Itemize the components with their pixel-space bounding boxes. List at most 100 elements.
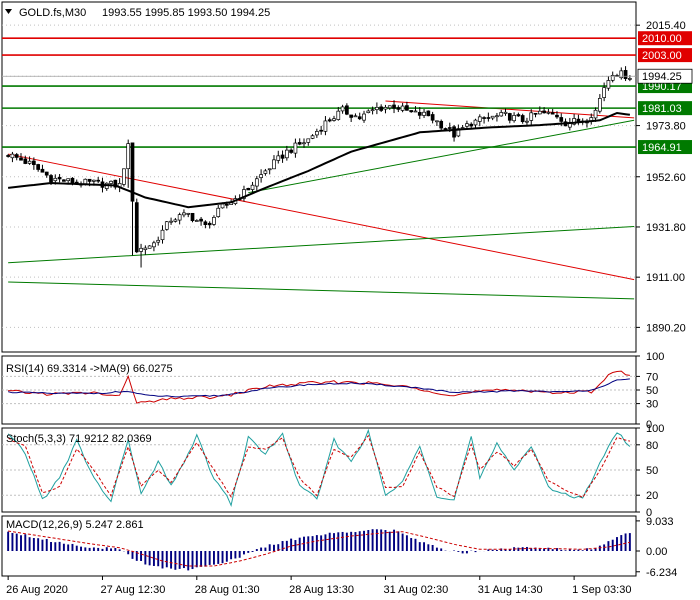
candle-body xyxy=(169,220,173,223)
price-tick-label: 2015.40 xyxy=(646,20,686,32)
indicator-line xyxy=(7,378,630,398)
level-tag-box xyxy=(638,140,692,155)
candle xyxy=(246,187,251,191)
candle-body xyxy=(465,123,469,127)
candle-body xyxy=(147,245,152,249)
candle-body xyxy=(40,168,45,173)
candle xyxy=(310,134,315,140)
candle xyxy=(259,169,263,183)
chevron-down-icon[interactable] xyxy=(5,9,12,14)
indicator-tick-label: 100 xyxy=(646,423,664,435)
time-tick-label: 31 Aug 02:30 xyxy=(383,584,448,596)
candle-body xyxy=(6,155,10,157)
candle xyxy=(477,114,482,127)
candle-body xyxy=(160,229,165,241)
level-tag-box xyxy=(638,48,692,63)
candle-body xyxy=(297,142,302,145)
candle-body xyxy=(293,142,298,154)
candle xyxy=(542,107,546,114)
candle-body xyxy=(379,106,384,111)
candle-body xyxy=(353,115,358,118)
macd-signal-line xyxy=(8,530,631,567)
candle xyxy=(147,245,152,249)
candle xyxy=(383,104,388,114)
candle-body xyxy=(422,111,426,116)
candle-body xyxy=(550,112,555,115)
candle xyxy=(293,138,298,158)
candle-body xyxy=(182,212,186,216)
candle-body xyxy=(242,189,246,199)
candle-body xyxy=(272,159,276,170)
time-tick-label: 28 Aug 13:30 xyxy=(289,584,354,596)
candle xyxy=(340,104,345,114)
price-axis: 2015.40 1973.80 1952.60 1931.80 1911.00 1890.… xyxy=(636,20,686,334)
candle-body xyxy=(14,154,19,158)
trendline xyxy=(8,225,635,264)
candle-body xyxy=(327,119,332,122)
candle xyxy=(379,104,384,113)
candle xyxy=(289,148,293,154)
candle xyxy=(332,115,336,122)
candle xyxy=(422,108,426,119)
candle-body xyxy=(36,164,41,170)
candle-body xyxy=(156,239,161,243)
candle-body xyxy=(302,142,306,145)
candle-body xyxy=(473,119,478,126)
candle-body xyxy=(443,128,448,130)
candle-body xyxy=(383,106,388,110)
candle xyxy=(486,112,491,122)
candle-body xyxy=(366,110,371,113)
candle xyxy=(405,101,409,111)
candle xyxy=(207,221,212,229)
candle-body xyxy=(109,180,113,184)
candle-body xyxy=(284,149,289,159)
candle xyxy=(602,82,606,102)
candle-body xyxy=(332,118,336,121)
candle xyxy=(430,111,435,124)
candle xyxy=(40,164,45,173)
candle xyxy=(533,112,538,118)
candle xyxy=(473,118,478,129)
price-tick-label: 1931.80 xyxy=(646,222,686,234)
candle xyxy=(610,71,615,83)
candle xyxy=(413,106,418,113)
candle-body xyxy=(486,117,491,119)
candle xyxy=(375,102,379,115)
moving-average-path xyxy=(7,111,631,209)
candle xyxy=(134,198,139,254)
candle-body xyxy=(340,106,345,112)
candle-body xyxy=(194,220,199,222)
trendline xyxy=(248,119,635,194)
macd-frame xyxy=(1,515,637,577)
candle-body xyxy=(456,128,461,137)
candle-body xyxy=(409,110,414,113)
candle xyxy=(126,139,131,188)
candle xyxy=(19,153,23,161)
stochastic-panel: 100 80 50 20 0 xyxy=(2,423,664,519)
candle-body xyxy=(254,178,259,187)
candle xyxy=(585,118,589,128)
candle xyxy=(426,110,431,117)
candle-body xyxy=(452,126,456,138)
candle xyxy=(96,176,101,183)
macd-tick-label: 9.033 xyxy=(646,516,674,528)
candle-body xyxy=(32,160,36,166)
candle-body xyxy=(392,104,396,109)
candle-body xyxy=(49,175,53,183)
candle-body xyxy=(529,112,534,121)
candle-body xyxy=(357,116,362,120)
candle xyxy=(272,155,276,170)
time-tick-label: 27 Aug 12:30 xyxy=(100,584,165,596)
candle-body xyxy=(362,113,366,121)
candle-body xyxy=(57,177,62,180)
candle xyxy=(203,220,208,229)
candle xyxy=(199,216,203,226)
candle-body xyxy=(323,120,328,132)
ohlc-label: 1993.55 1995.85 1993.50 1994.25 xyxy=(102,7,270,19)
candle-body xyxy=(87,178,92,182)
candle xyxy=(250,181,255,194)
candle-body xyxy=(315,131,319,136)
macd-tick-label: 0.00 xyxy=(646,546,667,558)
candle xyxy=(186,212,191,218)
